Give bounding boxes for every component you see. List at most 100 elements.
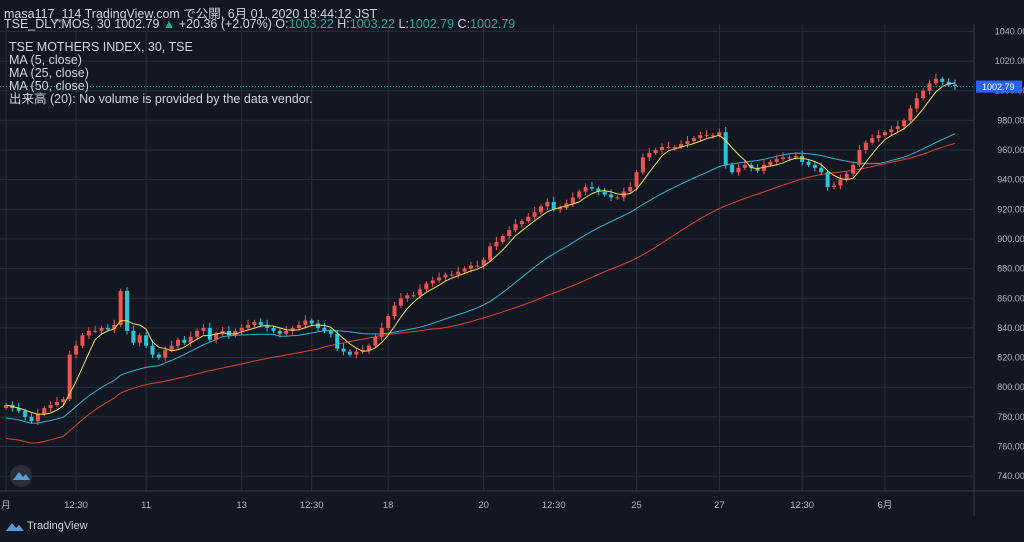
- price-tick-label: 800.00: [997, 382, 1024, 392]
- candle: [870, 134, 875, 145]
- candle: [296, 321, 301, 331]
- candle: [131, 325, 136, 345]
- ma25-path: [5, 133, 956, 424]
- candle: [812, 161, 817, 172]
- candle: [539, 204, 544, 215]
- price-tick-label: 1020.00: [995, 56, 1024, 66]
- candle: [558, 205, 563, 214]
- candle: [889, 125, 894, 136]
- candle: [908, 104, 913, 123]
- candle: [156, 352, 161, 360]
- candle: [277, 327, 282, 338]
- candle: [328, 328, 333, 338]
- candle: [322, 322, 327, 334]
- footer-brand[interactable]: TradingView: [6, 520, 88, 532]
- ma5-line: [5, 82, 956, 415]
- candle: [61, 396, 66, 406]
- ohlc-bar: TSE_DLY:MOS, 30 1002.79 ▲ +20.36 (+2.07%…: [4, 17, 515, 31]
- price-tick-label: 780.00: [997, 412, 1024, 422]
- candle: [577, 189, 582, 200]
- tradingview-logo-icon: [6, 522, 24, 531]
- high-label: H:: [337, 17, 350, 31]
- candle: [74, 340, 79, 359]
- candle: [545, 198, 550, 211]
- price-tick-label: 880.00: [997, 264, 1024, 274]
- candle: [615, 195, 620, 200]
- candle: [201, 324, 206, 335]
- candle: [411, 291, 416, 298]
- candle: [488, 242, 493, 262]
- candle: [48, 401, 53, 412]
- candle: [316, 319, 321, 332]
- candle: [882, 130, 887, 138]
- candle: [398, 293, 403, 308]
- candle: [80, 333, 85, 348]
- candle: [252, 319, 257, 329]
- candle: [144, 331, 149, 348]
- candle: [360, 344, 365, 354]
- candle: [876, 130, 881, 142]
- last-value: 1002.79: [114, 17, 160, 31]
- candle: [373, 333, 378, 348]
- candle: [233, 328, 238, 338]
- candle: [774, 155, 779, 166]
- price-tick-label: 980.00: [997, 115, 1024, 125]
- candle: [246, 319, 251, 331]
- candle: [532, 207, 537, 221]
- candle: [86, 327, 91, 340]
- ma50-path: [5, 142, 956, 444]
- candle: [150, 340, 155, 359]
- last-price-tag-label: 1002.79: [982, 81, 1015, 92]
- low-value: 1002.79: [408, 17, 455, 31]
- candle: [660, 143, 665, 154]
- legend-ma50[interactable]: MA (50, close): [9, 79, 89, 93]
- candle: [303, 315, 308, 329]
- time-tick-label: 6月: [878, 500, 893, 511]
- candle: [271, 325, 276, 334]
- publish-info: masa117_114 TradingView.com で公開, 6月 01, …: [4, 7, 378, 21]
- time-tick-label: 12:30: [300, 500, 324, 511]
- price-tick-label: 820.00: [997, 353, 1024, 363]
- candle: [99, 325, 104, 335]
- candle: [634, 170, 639, 191]
- candle: [742, 159, 747, 171]
- candle: [284, 325, 289, 337]
- candle: [112, 319, 117, 334]
- candle: [933, 73, 938, 86]
- candle: [125, 287, 130, 335]
- legend-title[interactable]: TSE MOTHERS INDEX, 30, TSE: [9, 40, 193, 54]
- candle: [220, 327, 225, 337]
- candle: [583, 183, 588, 196]
- candle: [927, 79, 932, 95]
- candle: [895, 121, 900, 132]
- candle: [4, 402, 8, 411]
- candle: [239, 324, 244, 335]
- candle: [526, 213, 531, 224]
- change-value: +20.36 (+2.07%): [178, 17, 272, 31]
- candle: [195, 328, 200, 340]
- candle: [424, 281, 429, 292]
- candle: [717, 128, 722, 138]
- time-tick-label: 12:30: [64, 500, 88, 511]
- candle: [844, 171, 849, 182]
- legend-volume[interactable]: 出来高 (20): No volume is provided by the d…: [9, 92, 313, 106]
- legend-ma25[interactable]: MA (25, close): [9, 66, 89, 80]
- price-tick-label: 840.00: [997, 323, 1024, 333]
- chart-grid: [0, 24, 974, 491]
- time-tick-label: 12:30: [790, 500, 814, 511]
- candle: [405, 293, 410, 302]
- candle: [806, 159, 811, 168]
- time-tick-label: 12:30: [542, 500, 566, 511]
- close-label: C:: [457, 17, 471, 31]
- legend-ma5[interactable]: MA (5, close): [9, 53, 82, 67]
- ma25-line: [5, 133, 956, 424]
- candle: [519, 218, 524, 228]
- time-tick-label: 27: [714, 500, 725, 511]
- candle: [921, 88, 926, 101]
- candle: [386, 313, 391, 331]
- price-tick-label: 1040.00: [995, 26, 1024, 36]
- open-label: O:: [275, 17, 289, 31]
- price-tick-label: 960.00: [997, 145, 1024, 155]
- candle: [137, 333, 142, 347]
